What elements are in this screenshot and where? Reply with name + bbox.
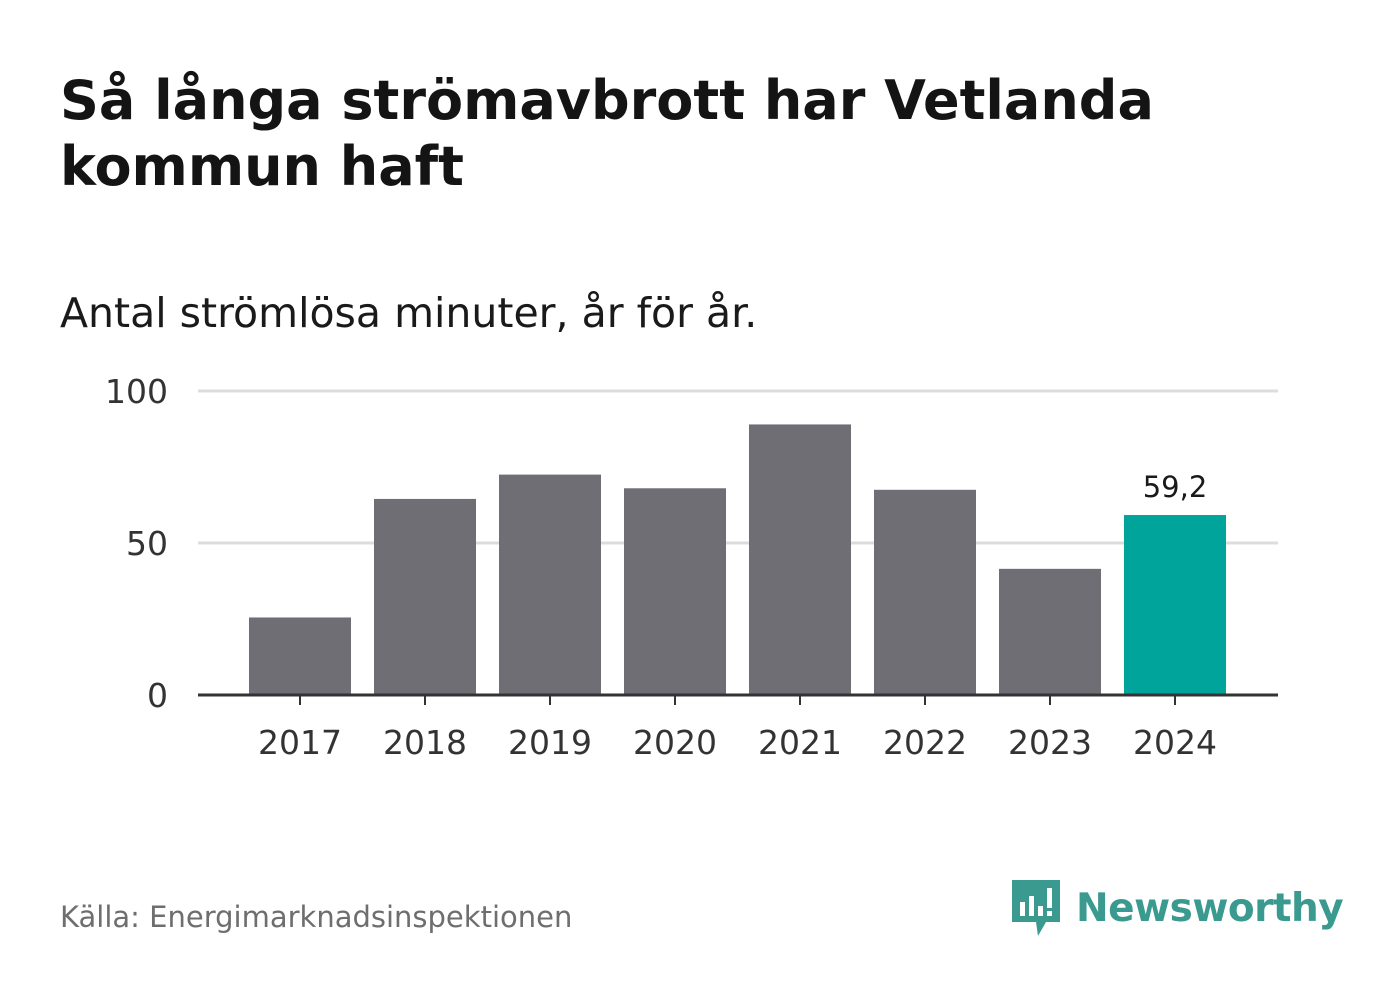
newsworthy-logo-icon — [1012, 880, 1060, 936]
bar-2019 — [499, 474, 601, 695]
x-tick-label-2018: 2018 — [383, 723, 467, 762]
brand-logo: Newsworthy — [1012, 878, 1344, 938]
bar-2024 — [1124, 515, 1226, 695]
bar-2020 — [624, 488, 726, 695]
source-note: Källa: Energimarknadsinspektionen — [60, 900, 573, 934]
x-tick-label-2022: 2022 — [883, 723, 967, 762]
brand-name: Newsworthy — [1076, 885, 1344, 931]
bar-2018 — [374, 498, 476, 695]
y-tick-label: 50 — [126, 524, 168, 563]
y-tick-label: 100 — [105, 372, 168, 411]
x-tick-label-2024: 2024 — [1133, 723, 1217, 762]
bar-2023 — [999, 568, 1101, 695]
chart-title: Så långa strömavbrott har Vetlanda kommu… — [60, 69, 1154, 198]
data-label-2024: 59,2 — [1143, 470, 1208, 504]
bar-2022 — [874, 489, 976, 695]
x-tick-label-2023: 2023 — [1008, 723, 1092, 762]
bar-2021 — [749, 424, 851, 695]
x-tick-label-2021: 2021 — [758, 723, 842, 762]
chart-subtitle: Antal strömlösa minuter, år för år. — [60, 289, 758, 337]
bar-2017 — [249, 617, 351, 695]
x-tick-label-2017: 2017 — [258, 723, 342, 762]
x-tick-label-2019: 2019 — [508, 723, 592, 762]
y-tick-label: 0 — [147, 676, 168, 715]
x-tick-label-2020: 2020 — [633, 723, 717, 762]
